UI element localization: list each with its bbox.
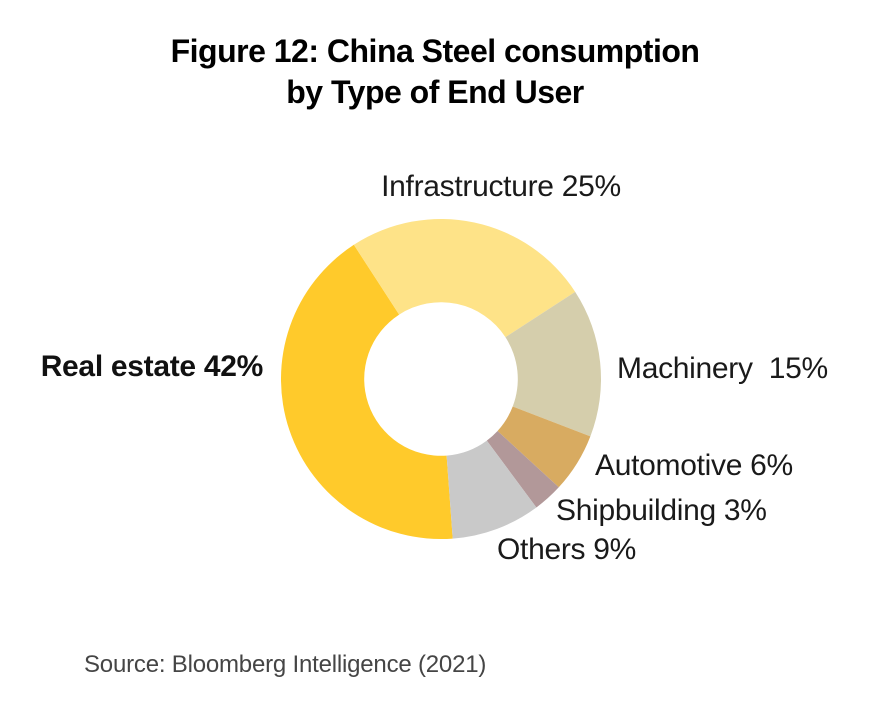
slice-label-real-estate: Real estate 42% — [40, 350, 264, 383]
source-note: Source: Bloomberg Intelligence (2021) — [84, 651, 487, 678]
slice-label-automotive: Automotive 6% — [595, 449, 793, 482]
pie-slice-automotive — [497, 406, 591, 488]
chart-title-line1: Figure 12: China Steel consumption — [170, 33, 700, 69]
slice-label-infrastructure: Infrastructure 25% — [381, 170, 621, 203]
chart-title: Figure 12: China Steel consumption by Ty… — [0, 31, 870, 113]
pie-slice-real-estate — [280, 244, 453, 539]
pie-slice-shipbuilding — [486, 430, 559, 508]
pie-slice-infrastructure — [353, 218, 576, 338]
chart-title-line2: by Type of End User — [286, 74, 584, 110]
slice-label-machinery: Machinery 15% — [617, 352, 828, 385]
pie-slice-others — [446, 440, 537, 539]
slice-label-shipbuilding: Shipbuilding 3% — [556, 494, 767, 527]
pie-slice-machinery — [505, 291, 601, 437]
slice-label-others: Others 9% — [497, 533, 637, 566]
